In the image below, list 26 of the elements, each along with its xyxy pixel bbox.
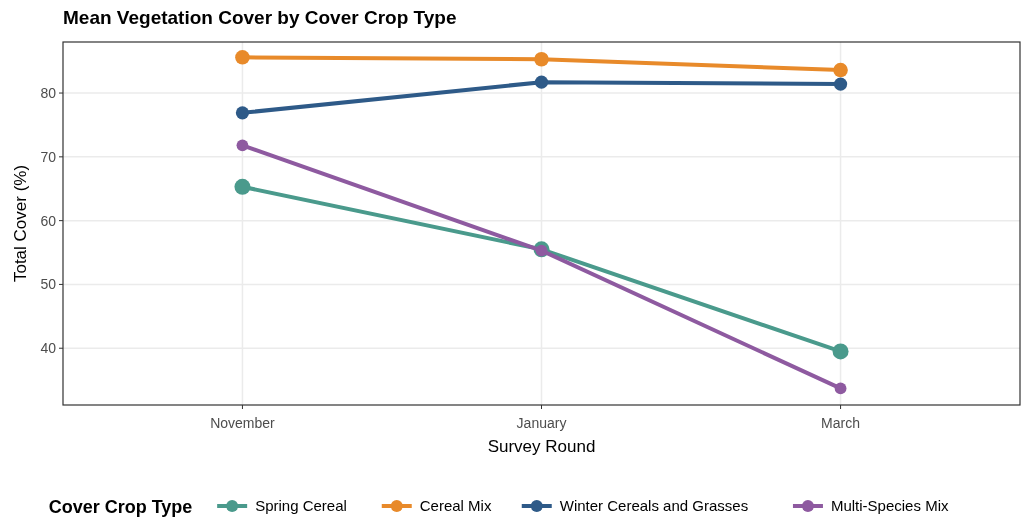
legend-label: Winter Cereals and Grasses <box>559 497 749 514</box>
legend-title: Cover Crop Type <box>48 497 193 517</box>
y-tick-label: 70 <box>40 148 57 165</box>
y-tick-label: 50 <box>40 276 57 293</box>
chart-title: Mean Vegetation Cover by Cover Crop Type <box>63 7 457 28</box>
y-tick-label: 80 <box>40 84 57 101</box>
point <box>834 382 847 395</box>
x-tick-label: January <box>516 415 567 431</box>
point <box>234 178 251 195</box>
point <box>235 106 250 120</box>
point <box>832 343 849 360</box>
x-tick-label: November <box>210 415 276 431</box>
point <box>833 62 848 78</box>
legend-label: Spring Cereal <box>255 497 347 514</box>
legend-label: Cereal Mix <box>419 497 492 514</box>
x-axis-title: Survey Round <box>487 437 596 456</box>
y-tick-label: 40 <box>40 340 57 357</box>
point <box>534 75 549 89</box>
x-tick-label: March <box>821 415 861 431</box>
y-tick-label: 60 <box>40 212 57 229</box>
point <box>236 139 249 152</box>
legend-label: Multi-Species Mix <box>830 497 949 514</box>
point <box>235 50 250 65</box>
y-axis-title: Total Cover (%) <box>11 164 30 283</box>
point <box>534 51 549 67</box>
point <box>833 77 848 91</box>
